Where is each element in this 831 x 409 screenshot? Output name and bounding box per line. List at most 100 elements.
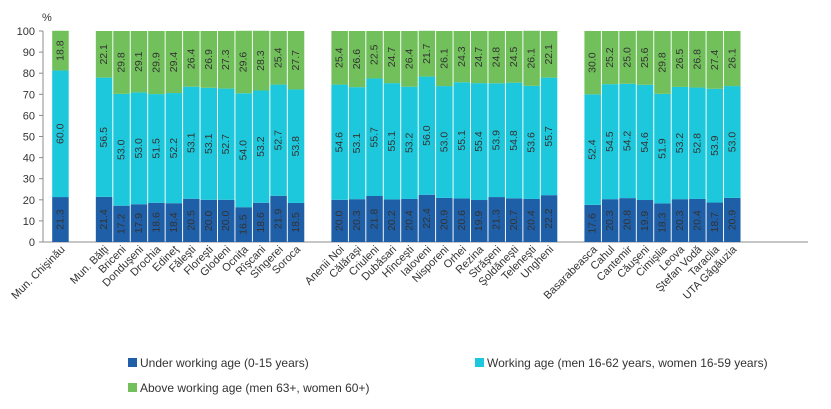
bar-segment-working-age: [252, 90, 270, 203]
bar-segment-under-working-age: [706, 202, 724, 242]
bar-segment-working-age: [654, 93, 671, 204]
bar-segment-working-age: [453, 82, 471, 199]
bar-segment-under-working-age: [523, 198, 540, 242]
bar-segment-under-working-age: [366, 196, 383, 242]
bar-segment-under-working-age: [418, 194, 436, 242]
data-label: 25.4: [334, 47, 346, 68]
data-label: 53.2: [403, 132, 415, 153]
data-label: 55.1: [386, 131, 398, 152]
data-label: 53.0: [133, 138, 145, 159]
data-label: 53.1: [351, 133, 363, 154]
bar-segment-above-working-age: [584, 31, 601, 95]
bar-segment-under-working-age: [95, 196, 113, 242]
bar-criuleni: 21.8 55.7 22.5: [366, 31, 383, 242]
bar-segment-above-working-age: [706, 31, 724, 89]
bar-segment-working-age: [724, 86, 741, 198]
y-tick-label: 30: [23, 174, 35, 186]
bar-ocnita: 16.5 54.0 29.6: [235, 30, 252, 242]
data-label: 54.2: [622, 131, 634, 152]
bar-mun-chisinau: 21.3 60.0 18.8: [52, 30, 69, 242]
bar-segment-working-age: [488, 83, 505, 198]
data-label: 60.0: [54, 123, 66, 144]
bar-segment-above-working-age: [235, 30, 252, 94]
data-label: 29.9: [150, 52, 162, 73]
bar-orhei: 20.6 55.1 24.3: [453, 31, 471, 242]
data-label: 20.2: [386, 210, 398, 231]
data-label: 20.0: [334, 211, 346, 232]
data-label: 18.7: [709, 212, 721, 233]
bar-segment-working-age: [601, 84, 619, 200]
data-label: 52.4: [587, 139, 599, 160]
data-label: 54.6: [639, 132, 651, 153]
data-label: 21.4: [98, 209, 110, 230]
data-label: 17.6: [587, 213, 599, 234]
data-label: 24.7: [386, 47, 398, 68]
data-label: 21.7: [421, 43, 433, 64]
bar-segment-under-working-age: [401, 198, 418, 242]
data-label: 26.6: [351, 49, 363, 70]
bar-ialoveni: 22.4 56.0 21.7: [418, 30, 436, 242]
bar-segment-working-age: [619, 83, 636, 199]
data-label: 20.0: [203, 211, 215, 232]
y-tick-label: 90: [23, 47, 35, 59]
y-tick-label: 10: [23, 216, 35, 228]
bar-segment-above-working-age: [183, 31, 200, 87]
bar-segment-above-working-age: [523, 30, 540, 86]
bar-segment-working-age: [689, 87, 706, 199]
bar-segment-above-working-age: [401, 31, 418, 87]
bar-segment-under-working-age: [540, 195, 558, 242]
legend-item-under-working-age: Under working age (0-15 years): [128, 356, 309, 370]
data-label: 53.6: [526, 132, 538, 153]
data-label: 53.9: [491, 130, 503, 151]
data-label: 16.5: [238, 214, 250, 235]
bar-segment-working-age: [165, 93, 183, 204]
bar-segment-working-age: [401, 86, 418, 199]
bar-segment-above-working-age: [505, 31, 523, 83]
bar-segment-under-working-age: [148, 202, 165, 242]
data-label: 53.1: [203, 133, 215, 154]
bar-segment-under-working-age: [52, 197, 69, 242]
bar-stefan-voda: 20.4 52.8 26.8: [689, 31, 706, 242]
bar-segment-working-age: [331, 84, 348, 200]
legend-swatch-under-working-age: [128, 358, 137, 367]
data-label: 27.4: [709, 50, 721, 71]
y-tick-label: 100: [17, 26, 35, 38]
bar-segment-above-working-age: [453, 31, 471, 83]
bar-ungheni: 22.2 55.7 22.1: [540, 31, 558, 242]
bar-segment-above-working-age: [436, 31, 453, 87]
data-label: 26.4: [403, 48, 415, 69]
data-label: 52.8: [691, 133, 703, 154]
data-label: 53.1: [185, 132, 197, 153]
bar-segment-above-working-age: [689, 31, 706, 88]
data-label: 20.3: [351, 210, 363, 231]
data-label: 18.6: [255, 212, 267, 233]
bar-riscani: 18.6 53.2 28.3: [252, 30, 270, 242]
bar-segment-above-working-age: [252, 30, 270, 91]
bar-segment-under-working-age: [183, 198, 200, 242]
bar-cahul: 20.3 54.5 25.2: [601, 31, 619, 242]
data-label: 52.7: [220, 134, 232, 155]
data-label: 21.3: [491, 209, 503, 230]
bar-telenesti: 20.4 53.6 26.1: [523, 30, 540, 242]
bar-segment-working-age: [523, 85, 540, 199]
data-label: 53.2: [255, 136, 267, 157]
bar-segment-above-working-age: [540, 31, 558, 78]
bar-segment-above-working-age: [331, 31, 348, 85]
bar-dubasari: 20.2 55.1 24.7: [383, 31, 401, 242]
bar-cantemir: 20.8 54.2 25.0: [619, 31, 636, 242]
data-label: 22.1: [98, 44, 110, 65]
legend-label-working-age: Working age (men 16-62 years, women 16-5…: [487, 356, 768, 370]
bar-segment-under-working-age: [287, 202, 305, 242]
data-label: 25.0: [622, 47, 634, 68]
bar-segment-above-working-age: [270, 31, 287, 85]
y-tick-label: 60: [23, 110, 35, 122]
x-category-label: Mun. Chişinău: [9, 244, 67, 302]
bar-segment-under-working-age: [505, 198, 523, 242]
bar-mun-balti: 21.4 56.5 22.1: [95, 31, 113, 242]
bar-hincesti: 20.4 53.2 26.4: [401, 31, 418, 242]
data-label: 26.1: [726, 48, 738, 69]
bar-causeni: 19.9 54.6 25.6: [636, 30, 654, 242]
bar-segment-above-working-age: [165, 31, 183, 94]
bar-segment-above-working-age: [636, 30, 654, 85]
legend-item-working-age: Working age (men 16-62 years, women 16-5…: [475, 356, 768, 370]
